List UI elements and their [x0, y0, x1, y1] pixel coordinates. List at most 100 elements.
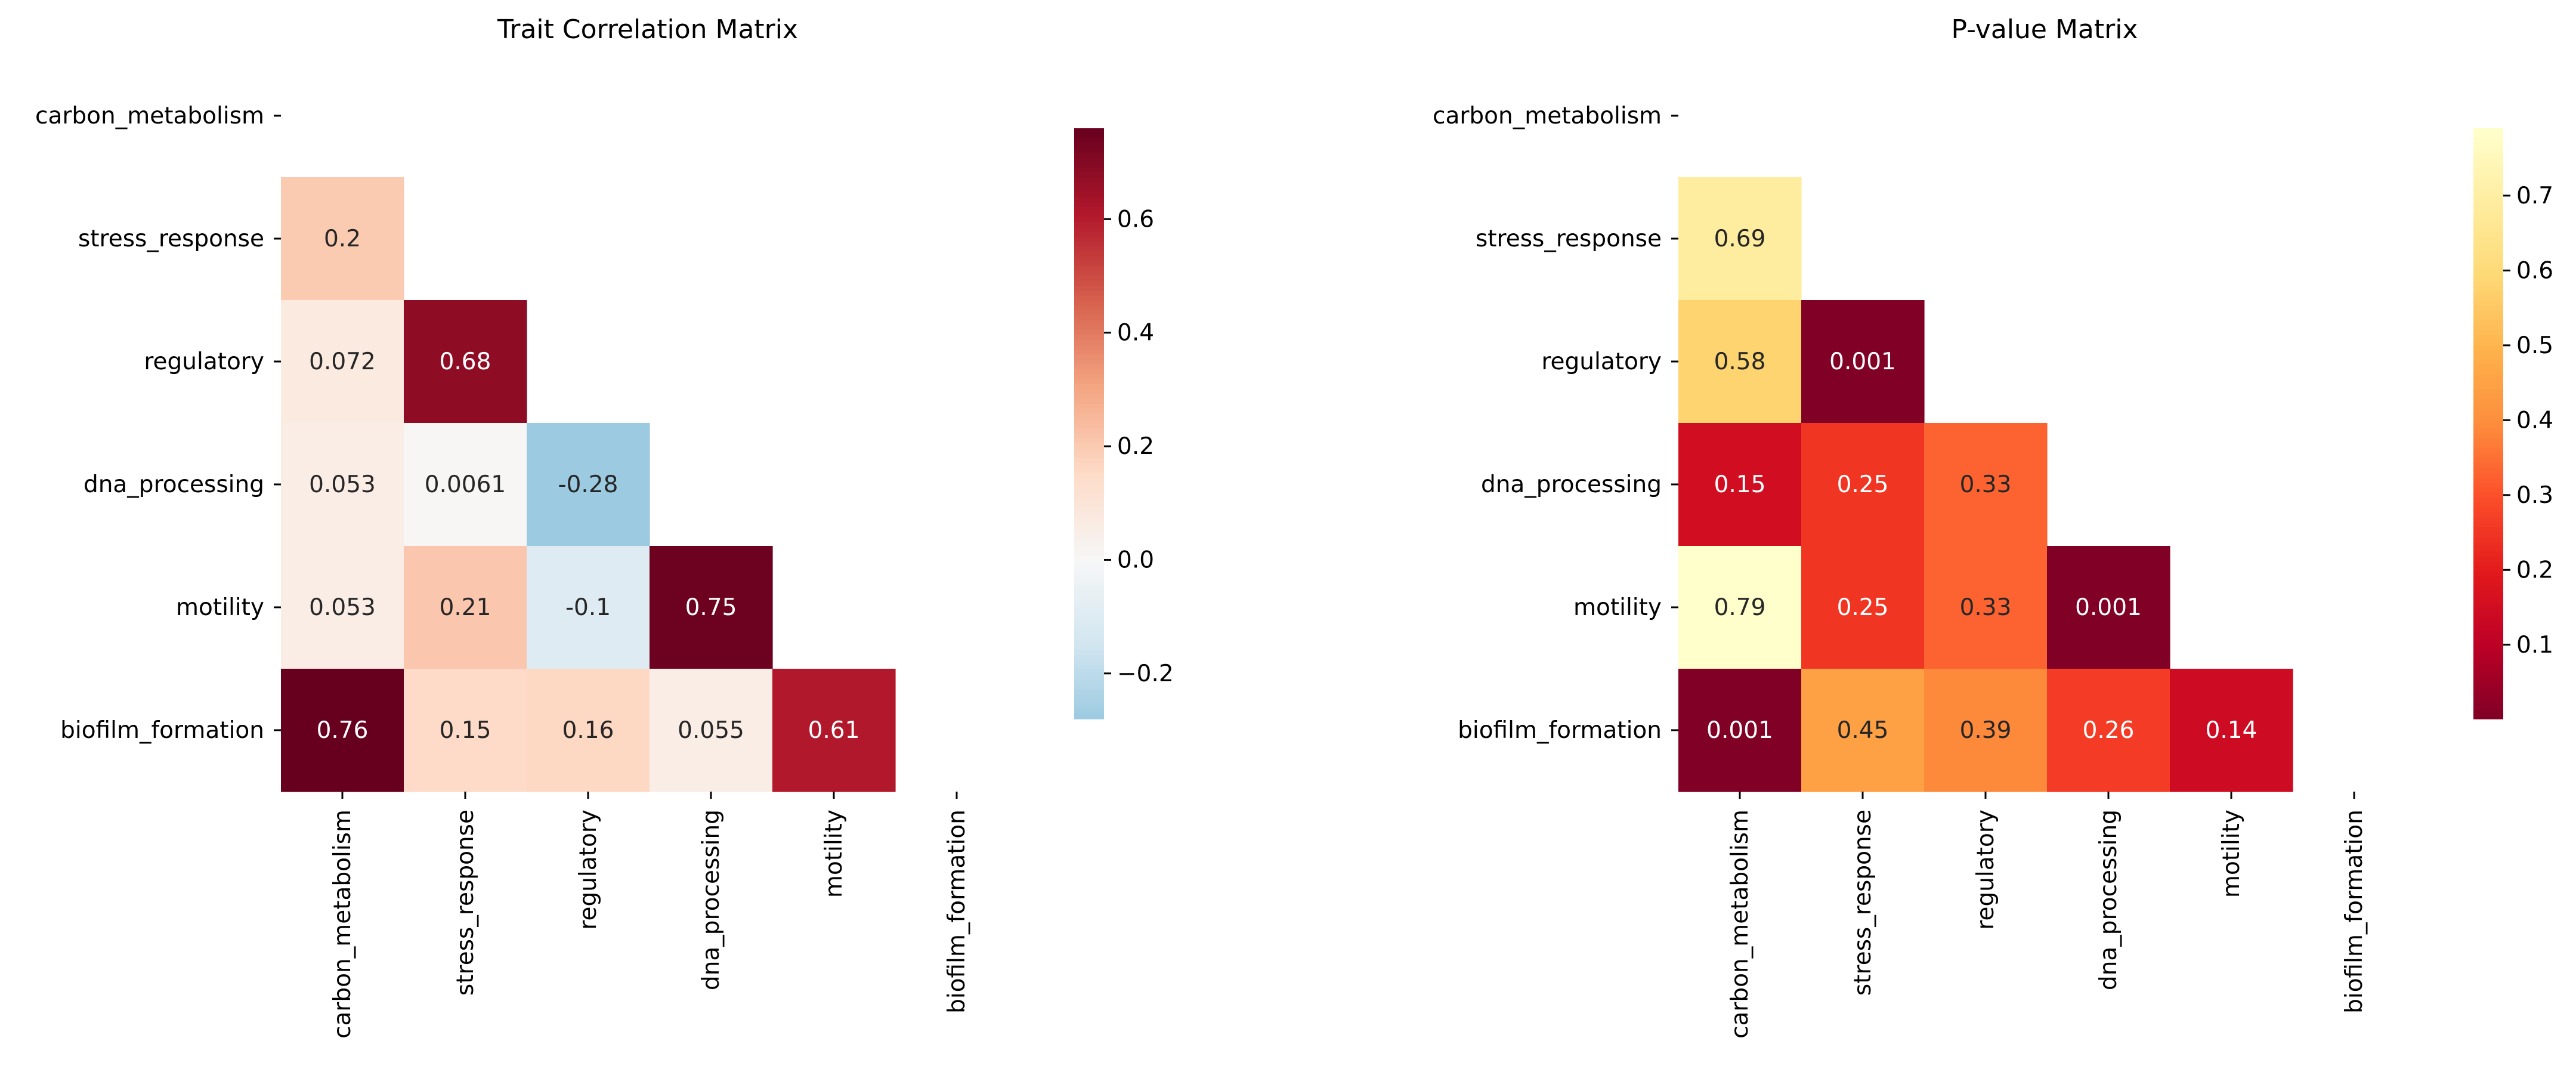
- colorbar-segment: [2473, 374, 2503, 380]
- colorbar-segment: [1074, 221, 1104, 227]
- colorbar-segment: [1074, 379, 1104, 385]
- colorbar-segment: [1074, 527, 1104, 533]
- colorbar-segment: [2473, 153, 2503, 159]
- colorbar-segment: [1074, 330, 1104, 336]
- colorbar-segment: [2473, 492, 2503, 498]
- cell-value-label: 0.33: [1960, 471, 2012, 498]
- colorbar-segment: [1074, 689, 1104, 695]
- x-tick-label: carbon_metabolism: [1727, 810, 1754, 1039]
- colorbar-segment: [2473, 605, 2503, 611]
- x-tick-label: biofilm_formation: [2341, 810, 2368, 1014]
- x-tick-label: motility: [2218, 810, 2245, 898]
- cell-value-label: 0.053: [309, 594, 376, 621]
- colorbar-segment: [1074, 517, 1104, 523]
- colorbar-segment: [1074, 522, 1104, 528]
- heatmap-cell: [404, 300, 527, 424]
- colorbar-segment: [1074, 350, 1104, 356]
- cell-value-label: 0.15: [440, 717, 491, 744]
- pvalue-panel: P-value Matrix 0.69 0.58 0.001 0.15 0.25 0.33…: [1433, 14, 2553, 1039]
- x-tick-label: motility: [821, 810, 848, 898]
- colorbar-segment: [2473, 394, 2503, 400]
- colorbar-segment: [2473, 162, 2503, 168]
- colorbar-segment: [1074, 660, 1104, 666]
- colorbar-segment: [1074, 231, 1104, 237]
- cell-value-label: 0.14: [2206, 717, 2258, 744]
- y-tick-label: stress_response: [78, 225, 264, 252]
- y-tick-label: regulatory: [1541, 348, 1662, 375]
- colorbar-segment: [2473, 330, 2503, 336]
- colorbar-segment: [2473, 527, 2503, 533]
- colorbar-segment: [1074, 339, 1104, 345]
- colorbar-segment: [2473, 276, 2503, 282]
- cell-value-label: 0.055: [678, 717, 744, 744]
- colorbar-segment: [1074, 369, 1104, 375]
- colorbar-segment: [1074, 674, 1104, 680]
- cell-value-label: 0.072: [309, 348, 376, 375]
- colorbar-segment: [1074, 162, 1104, 168]
- colorbar-segment: [2473, 315, 2503, 321]
- colorbar-segment: [2473, 359, 2503, 365]
- colorbar-segment: [2473, 212, 2503, 218]
- y-tick-label: dna_processing: [84, 471, 264, 498]
- heatmap-cell: [1678, 669, 1802, 792]
- colorbar-segment: [1074, 645, 1104, 651]
- colorbar-segment: [2473, 443, 2503, 449]
- colorbar-segment: [1074, 536, 1104, 542]
- colorbar-segment: [2473, 502, 2503, 508]
- pvalue-title: P-value Matrix: [1952, 14, 2138, 45]
- x-tick-label: stress_response: [1850, 810, 1876, 996]
- y-tick-label: motility: [1573, 594, 1662, 621]
- colorbar-segment: [1074, 212, 1104, 218]
- colorbar-segment: [1074, 320, 1104, 326]
- colorbar-segment: [1074, 679, 1104, 685]
- colorbar-segment: [1074, 551, 1104, 557]
- colorbar-segment: [2473, 674, 2503, 680]
- heatmap-cell: [1924, 423, 2048, 546]
- x-tick-label: dna_processing: [698, 810, 725, 990]
- colorbar-segment: [2473, 713, 2503, 719]
- colorbar-segment: [2473, 522, 2503, 528]
- colorbar-segment: [2473, 413, 2503, 419]
- colorbar-segment: [2473, 197, 2503, 203]
- correlation-panel: Trait Correlation Matrix 0.2 0.072 0.68 0.0…: [35, 14, 1174, 1039]
- colorbar-segment: [2473, 364, 2503, 370]
- cell-value-label: 0.001: [1706, 717, 1773, 744]
- colorbar-segment: [1074, 384, 1104, 390]
- colorbar-segment: [1074, 398, 1104, 404]
- colorbar-segment: [2473, 650, 2503, 656]
- colorbar-segment: [2473, 458, 2503, 464]
- colorbar-segment: [1074, 615, 1104, 621]
- colorbar-segment: [1074, 187, 1104, 193]
- colorbar-segment: [1074, 546, 1104, 552]
- colorbar-segment: [2473, 654, 2503, 660]
- colorbar-segment: [1074, 359, 1104, 365]
- colorbar-segment: [2473, 143, 2503, 149]
- colorbar-segment: [2473, 148, 2503, 154]
- heatmap-cell: [281, 300, 404, 424]
- colorbar-segment: [1074, 630, 1104, 636]
- colorbar-segment: [2473, 310, 2503, 316]
- colorbar-segment: [1074, 389, 1104, 395]
- colorbar-segment: [2473, 266, 2503, 272]
- colorbar-segment: [2473, 192, 2503, 198]
- colorbar-segment: [2473, 566, 2503, 572]
- colorbar-segment: [1074, 610, 1104, 616]
- colorbar-segment: [1074, 241, 1104, 247]
- colorbar-segment: [1074, 271, 1104, 277]
- colorbar-segment: [2473, 630, 2503, 636]
- colorbar-segment: [1074, 640, 1104, 646]
- colorbar-segment: [2473, 487, 2503, 493]
- colorbar-segment: [1074, 266, 1104, 272]
- colorbar-segment: [1074, 586, 1104, 592]
- heatmap-cell: [1678, 177, 1802, 301]
- colorbar-segment: [1074, 153, 1104, 159]
- cell-value-label: 0.001: [2075, 594, 2142, 621]
- colorbar-segment: [2473, 172, 2503, 178]
- colorbar-segment: [2473, 472, 2503, 478]
- colorbar-segment: [1074, 699, 1104, 705]
- colorbar-segment: [1074, 438, 1104, 444]
- colorbar-tick-label: 0.0: [1117, 546, 1154, 573]
- colorbar-segment: [1074, 280, 1104, 286]
- colorbar-segment: [1074, 512, 1104, 518]
- colorbar-segment: [2473, 704, 2503, 710]
